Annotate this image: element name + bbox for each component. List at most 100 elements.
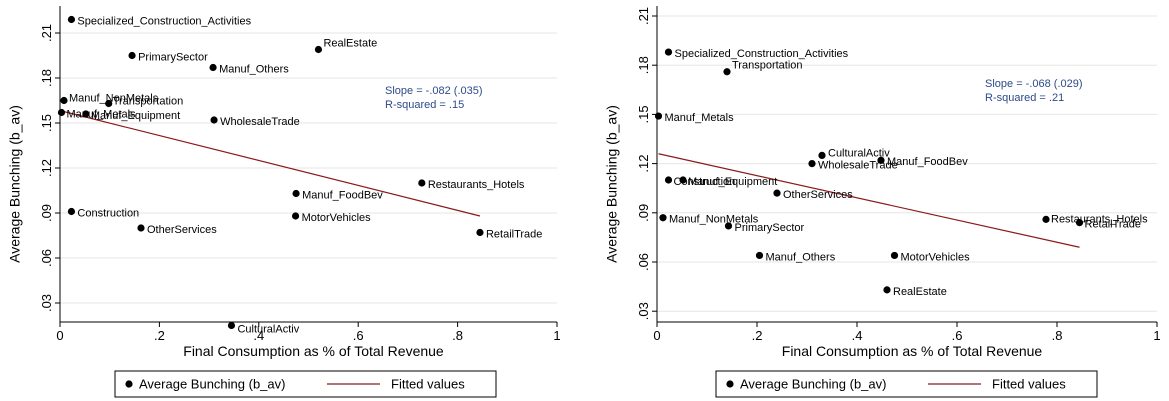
point-label: Manuf_Equipment — [91, 110, 180, 122]
point-label: RetailTrade — [1085, 219, 1141, 231]
data-point — [476, 228, 484, 237]
annotation-text: Slope = -.068 (.029) — [985, 78, 1083, 90]
point-label: Construction — [674, 176, 736, 188]
point-label: Specialized_Construction_Activities — [77, 15, 251, 27]
legend: Average Bunching (b_av) Fitted values — [114, 370, 497, 398]
y-tick-label: .18 — [636, 56, 651, 74]
y-axis-label: Average Bunching (b_av) — [7, 105, 23, 263]
y-axis-label: Average Bunching (b_av) — [604, 105, 620, 263]
data-point — [679, 176, 687, 184]
point-label: MotorVehicles — [302, 212, 372, 224]
point-label: Manuf_Equipment — [688, 176, 777, 188]
y-tick-label: .15 — [636, 105, 651, 123]
x-tick-label: 1 — [1153, 328, 1160, 343]
data-point — [128, 51, 136, 60]
legend-box — [715, 370, 1098, 398]
data-point — [418, 179, 426, 187]
legend-label: Average Bunching (b_av) — [740, 377, 886, 392]
data-point — [292, 189, 300, 198]
legend-marker — [726, 380, 734, 388]
point-label: PrimarySector — [138, 51, 208, 63]
data-point — [227, 321, 236, 330]
point-label: Manuf_Others — [766, 251, 836, 263]
legend-label: Fitted values — [992, 377, 1066, 392]
point-label: OtherServices — [783, 189, 853, 201]
data-point — [67, 207, 76, 216]
legend-marker — [125, 380, 133, 388]
y-tick-label: .09 — [636, 204, 651, 222]
y-tick-label: .12 — [636, 155, 651, 173]
data-point — [808, 160, 816, 168]
point-label: RealEstate — [323, 37, 377, 49]
data-point — [659, 214, 667, 222]
x-tick-label: .4 — [253, 328, 264, 343]
chart-1: .03 .06 .09 .12 .15 .18 .21 0 .2 .4 .6 .8 1 Final Con… — [7, 6, 561, 398]
point-label: Manuf_NonMetals — [69, 92, 159, 104]
data-point — [1075, 219, 1084, 227]
legend-box — [114, 370, 497, 398]
data-point — [60, 96, 68, 105]
y-tick-label: .09 — [39, 204, 54, 222]
x-tick-label: 0 — [653, 328, 660, 343]
fitted-line — [658, 153, 1080, 248]
x-tick-label: 1 — [553, 328, 560, 343]
legend-label: Fitted values — [391, 377, 465, 392]
point-label: OtherServices — [147, 224, 217, 236]
point-label: WholesaleTrade — [220, 116, 300, 128]
data-point — [57, 108, 66, 117]
data-point — [724, 222, 733, 230]
point-label: WholesaleTrade — [818, 160, 898, 172]
point-label: MotorVehicles — [901, 251, 971, 263]
point-label: Transportation — [732, 60, 803, 72]
y-tick-label: .06 — [636, 253, 651, 271]
point-label: Restaurants_Hotels — [428, 179, 525, 191]
point-label: CulturalActiv — [828, 147, 890, 159]
x-axis-label: Final Consumption as % of Total Revenue — [183, 343, 444, 359]
data-point — [755, 251, 764, 260]
point-label: Manuf_Metals — [665, 112, 735, 124]
point-label: Transportation — [113, 95, 184, 107]
x-tick-label: .8 — [452, 328, 463, 343]
data-point — [723, 68, 731, 76]
chart-2: .03 .06 .09 .12 .15 .18 .21 0 .2 .4 .6 .8 1 Final Con… — [604, 6, 1161, 398]
data-point — [654, 112, 663, 120]
data-point — [137, 224, 145, 232]
data-point — [209, 63, 217, 72]
y-tick-label: .21 — [636, 7, 651, 25]
data-point — [890, 251, 899, 260]
data-point — [664, 176, 673, 184]
x-tick-label: .2 — [752, 328, 763, 343]
annotation-text: R-squared = .21 — [985, 92, 1064, 104]
point-label: Manuf_Others — [219, 63, 289, 75]
data-point — [210, 116, 218, 124]
data-point — [1042, 215, 1050, 223]
data-point — [105, 99, 113, 108]
x-tick-label: 0 — [56, 328, 63, 343]
data-point — [818, 151, 826, 159]
x-axis-label: Final Consumption as % of Total Revenue — [782, 343, 1043, 359]
point-label: Manuf_FoodBev — [302, 189, 383, 201]
point-label: Manuf_FoodBev — [887, 156, 968, 168]
point-label: PrimarySector — [735, 222, 805, 234]
x-tick-label: .6 — [353, 328, 364, 343]
point-label: RealEstate — [893, 286, 947, 298]
x-tick-label: .6 — [952, 328, 963, 343]
y-tick-label: .03 — [39, 294, 54, 312]
point-label: RetailTrade — [486, 228, 542, 240]
data-point — [773, 189, 781, 197]
point-label: Manuf_NonMetals — [669, 214, 759, 226]
data-point — [291, 212, 300, 220]
annotation-text: Slope = -.082 (.035) — [385, 85, 483, 97]
data-point — [67, 15, 76, 24]
y-tick-label: .12 — [39, 159, 54, 177]
legend: Average Bunching (b_av) Fitted values — [715, 370, 1098, 398]
point-label: Specialized_Construction_Activities — [675, 48, 849, 60]
annotation-text: R-squared = .15 — [385, 99, 464, 111]
x-tick-label: .2 — [154, 328, 165, 343]
data-point — [314, 45, 323, 54]
x-tick-label: .8 — [1052, 328, 1063, 343]
y-tick-label: .03 — [636, 302, 651, 320]
point-label: Construction — [77, 207, 139, 219]
data-point — [82, 110, 90, 118]
